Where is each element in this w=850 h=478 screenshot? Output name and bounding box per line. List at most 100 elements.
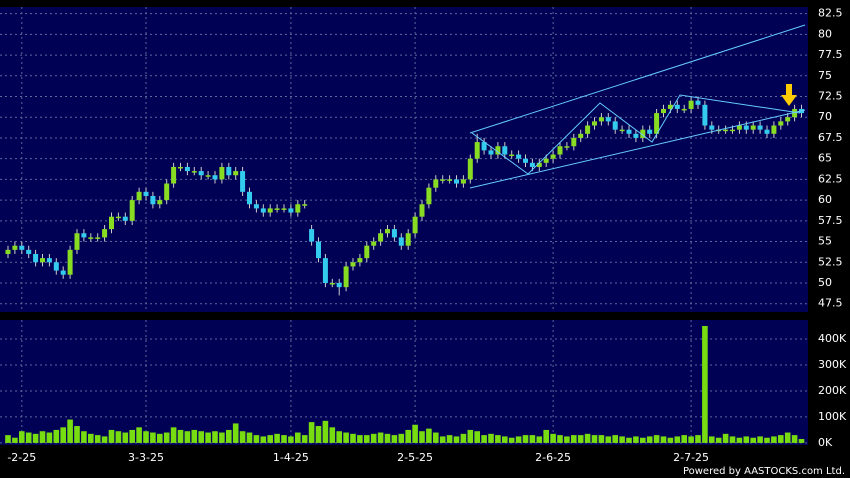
volume-bar [288, 436, 294, 443]
volume-bar [626, 437, 632, 443]
volume-bar [619, 436, 625, 443]
candle-body [516, 154, 522, 159]
candle-body [419, 204, 425, 217]
candle-body [460, 179, 466, 184]
candle-body [674, 104, 680, 109]
candle-body [736, 125, 742, 130]
candle-body [764, 129, 770, 134]
candle-body [681, 108, 687, 111]
candle-body [178, 166, 183, 169]
candle-body [702, 104, 708, 126]
volume-bar [667, 437, 674, 443]
credit: Powered by AASTOCKS.com Ltd. [683, 466, 845, 477]
candle-body [647, 129, 653, 134]
volume-bar [101, 436, 108, 443]
volume-bar [653, 435, 660, 443]
candle-body [350, 262, 356, 267]
candle-body [343, 266, 349, 288]
volume-bar [25, 432, 32, 443]
candle-body [723, 129, 729, 132]
candle-body [412, 216, 418, 234]
volume-bar [771, 436, 777, 443]
volume-bar [722, 433, 729, 443]
volume-bar [550, 433, 556, 443]
y-tick-label: 75 [818, 69, 832, 82]
volume-bar [515, 436, 522, 443]
volume-bar [163, 432, 170, 443]
candle-body [385, 229, 390, 234]
volume-bar [274, 433, 280, 443]
volume-bar [46, 432, 53, 443]
volume-bar [205, 432, 211, 443]
zigzag [471, 94, 801, 175]
volume-bar [460, 433, 467, 443]
candle-body [357, 258, 363, 263]
candle-body [184, 166, 190, 172]
candle-body [336, 282, 342, 288]
candle-body [19, 245, 25, 250]
y-tick-label: 47.5 [818, 297, 843, 310]
volume-bar [695, 435, 701, 443]
candle-body [198, 171, 204, 176]
candle-body [329, 282, 335, 285]
volume-bar [729, 436, 736, 443]
volume-bar [74, 426, 80, 443]
candle-body [212, 175, 218, 180]
y-tick-label: 57.5 [818, 214, 843, 227]
volume-bar [715, 437, 722, 443]
volume-bar [315, 426, 322, 443]
volume-bar [508, 437, 515, 443]
volume-bar [67, 419, 73, 443]
candle-body [253, 204, 259, 209]
volume-bar [702, 325, 708, 443]
volume-bar [633, 436, 639, 443]
volume-bar [108, 429, 115, 443]
volume-bar [198, 431, 204, 443]
candle-body [391, 229, 397, 238]
volume-bar [19, 431, 25, 443]
candle-body [743, 125, 749, 130]
price-panel [0, 7, 808, 312]
volume-bar [571, 435, 577, 443]
volume-bar [446, 435, 453, 443]
y-tick-label: 67.5 [818, 131, 843, 144]
candle-body [129, 200, 135, 221]
volume-bar [239, 431, 246, 443]
candle-body [267, 208, 273, 213]
candle-body [654, 113, 660, 134]
volume-panel [0, 320, 808, 445]
candle-body [619, 129, 625, 132]
candle-body [309, 229, 315, 242]
volume-bar [12, 437, 18, 443]
volume-bar [522, 435, 529, 443]
x-tick-label: 2-6-25 [535, 451, 571, 464]
candle-body [585, 125, 591, 134]
volume-tick-label: 400K [818, 332, 847, 345]
candle-body [440, 179, 446, 181]
candle-body [60, 270, 66, 275]
volume-bar [426, 428, 432, 443]
candle-body [46, 258, 52, 263]
candle-body [157, 200, 163, 205]
volume-tick-label: 200K [818, 384, 847, 397]
candle-body [12, 245, 18, 250]
candle-body [426, 187, 432, 205]
volume-bar [557, 435, 563, 443]
volume-bar [688, 436, 694, 443]
volume-bar [439, 436, 446, 443]
volume-bar [736, 437, 743, 443]
volume-bar [564, 436, 570, 443]
candle-body [536, 162, 542, 167]
volume-bar [791, 435, 798, 443]
volume-bar [219, 432, 225, 443]
candle-body [730, 129, 735, 132]
candle-body [405, 233, 411, 246]
y-tick-label: 52.5 [818, 255, 843, 268]
volume-bar [481, 435, 487, 443]
candle-body [81, 233, 87, 238]
y-tick-label: 72.5 [818, 90, 843, 103]
volume-bar [88, 433, 94, 443]
volume-bar [143, 431, 149, 443]
candle-body [295, 204, 301, 213]
y-tick-label: 55 [818, 235, 832, 248]
